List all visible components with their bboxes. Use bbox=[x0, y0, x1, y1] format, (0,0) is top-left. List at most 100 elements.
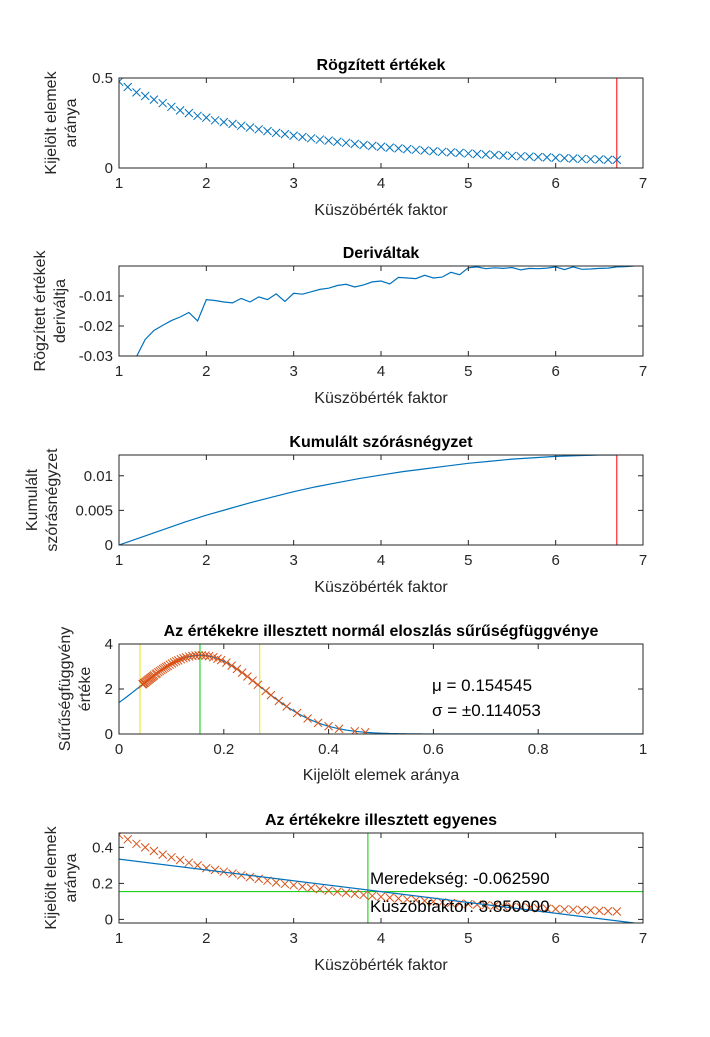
data-point bbox=[533, 152, 543, 162]
data-point bbox=[420, 146, 430, 155]
data-point bbox=[193, 111, 202, 121]
data-point bbox=[411, 895, 421, 905]
data-point bbox=[254, 124, 264, 134]
data-point bbox=[350, 139, 360, 149]
x-tick-label: 1 bbox=[115, 930, 123, 947]
chart-title: Deriváltak bbox=[343, 245, 420, 262]
x-tick-label: 5 bbox=[464, 363, 472, 380]
data-point bbox=[236, 870, 246, 880]
x-tick-label: 5 bbox=[464, 552, 472, 569]
y-tick-label: 0 bbox=[105, 726, 113, 743]
data-point bbox=[236, 121, 246, 131]
data-point bbox=[507, 151, 517, 161]
data-point bbox=[210, 865, 220, 875]
y-ticks: -0.03 -0.02 -0.01 bbox=[79, 288, 643, 365]
y-tick-label: 0.4 bbox=[92, 839, 113, 856]
data-point bbox=[455, 148, 464, 158]
data-point bbox=[140, 91, 150, 101]
data-point bbox=[341, 138, 351, 148]
plot-area bbox=[119, 833, 643, 923]
x-tick-label: 2 bbox=[202, 552, 210, 569]
data-point bbox=[175, 855, 185, 865]
chart-title: Kumulált szórásnégyzet bbox=[289, 434, 473, 451]
data-point bbox=[429, 146, 438, 156]
clipped-series bbox=[119, 455, 618, 545]
x-tick-label: 3 bbox=[289, 175, 297, 192]
data-point bbox=[169, 658, 179, 667]
chart-title: Az értékekre illesztett egyenes bbox=[265, 812, 497, 829]
data-point bbox=[594, 906, 604, 916]
clipped-series bbox=[119, 644, 643, 734]
y-axis-label-line1: Kumulált bbox=[24, 468, 41, 531]
data-point bbox=[360, 727, 370, 734]
data-point bbox=[140, 843, 150, 852]
plot-area bbox=[119, 455, 618, 545]
y-ticks: 0 0.005 0.01 bbox=[75, 468, 643, 554]
data-point bbox=[324, 886, 333, 895]
data-point bbox=[560, 153, 569, 163]
y-axis-label-line1: Rögzített értékek bbox=[32, 250, 49, 372]
data-point bbox=[253, 680, 263, 690]
data-point bbox=[175, 106, 185, 115]
x-ticks: 1 2 3 4 5 6 7 bbox=[115, 833, 647, 947]
data-point bbox=[324, 136, 333, 145]
data-point bbox=[243, 672, 252, 681]
x-axis-label: Küszöbérték faktor bbox=[314, 579, 448, 596]
data-point bbox=[603, 906, 613, 916]
data-point bbox=[149, 95, 159, 104]
data-point bbox=[274, 696, 284, 706]
data-point bbox=[334, 724, 344, 734]
data-point bbox=[481, 150, 491, 159]
data-point bbox=[232, 664, 242, 674]
x-tick-label: 0.2 bbox=[213, 741, 234, 758]
x-tick-label: 4 bbox=[377, 930, 385, 947]
data-point bbox=[227, 661, 237, 670]
y-tick-label: -0.02 bbox=[79, 318, 113, 335]
data-point bbox=[612, 907, 622, 916]
data-point bbox=[586, 906, 595, 915]
data-point bbox=[149, 846, 159, 856]
x-tick-label: 3 bbox=[289, 552, 297, 569]
data-point bbox=[507, 902, 517, 912]
x-axis-label: Kijelölt elemek aránya bbox=[303, 767, 460, 784]
data-point bbox=[248, 676, 257, 685]
x-tick-label: 5 bbox=[464, 930, 472, 947]
clipped-series bbox=[136, 266, 635, 356]
y-tick-label: 0.01 bbox=[84, 468, 113, 485]
data-point bbox=[359, 140, 368, 150]
axes-box bbox=[118, 77, 644, 169]
data-point bbox=[350, 889, 360, 899]
data-point bbox=[394, 894, 403, 903]
x-tick-label: 7 bbox=[639, 930, 647, 947]
x-tick-label: 3 bbox=[289, 363, 297, 380]
data-point bbox=[306, 883, 316, 893]
slope-annotation: Meredekség: -0.062590 bbox=[370, 869, 550, 888]
y-axis-label-line1: Kijelölt elemek bbox=[43, 70, 60, 174]
subplot-normal-fit: Az értékekre illesztett normál eloszlás … bbox=[57, 623, 647, 784]
x-tick-label: 4 bbox=[377, 363, 385, 380]
data-point bbox=[158, 850, 168, 859]
data-point bbox=[402, 895, 412, 904]
data-point bbox=[216, 655, 226, 665]
data-point bbox=[472, 149, 482, 159]
data-point bbox=[525, 152, 534, 162]
data-point bbox=[210, 115, 220, 125]
data-point bbox=[385, 143, 395, 153]
data-point bbox=[197, 650, 207, 660]
y-tick-label: 0 bbox=[105, 160, 113, 177]
data-point bbox=[280, 129, 290, 139]
data-point bbox=[577, 154, 587, 164]
x-tick-label: 1 bbox=[115, 175, 123, 192]
series-line bbox=[119, 455, 617, 545]
y-ticks: 00.5 bbox=[92, 70, 643, 177]
x-tick-label: 2 bbox=[202, 930, 210, 947]
x-tick-label: 0 bbox=[115, 741, 123, 758]
data-point bbox=[228, 119, 237, 129]
data-point bbox=[498, 151, 508, 160]
y-axis-label-line2: aránya bbox=[63, 98, 80, 147]
y-ticks: 0 2 4 bbox=[105, 636, 643, 743]
y-axis-label-line2: deriváltja bbox=[52, 279, 69, 343]
data-point bbox=[402, 144, 412, 154]
x-tick-label: 1 bbox=[115, 552, 123, 569]
